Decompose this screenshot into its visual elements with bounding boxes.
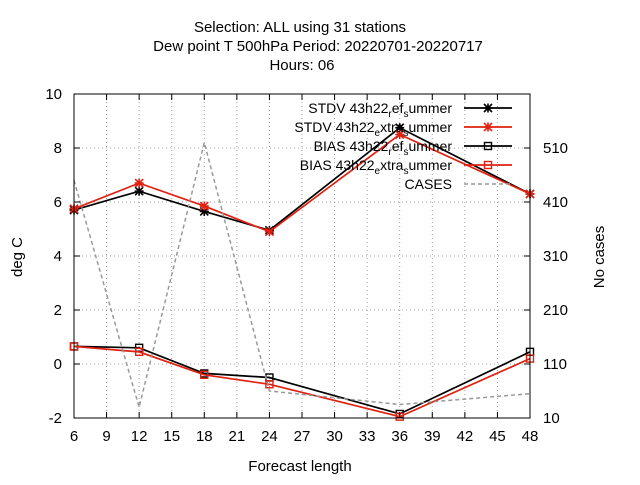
data-point-marker [199, 201, 209, 211]
legend-label: BIAS 43h22extrasummer [300, 157, 453, 177]
legend-label-main: ummer [408, 100, 452, 116]
legend-label: BIAS 43h22refsummer [314, 138, 453, 158]
x-tick-label: 15 [163, 428, 180, 445]
data-point-marker [483, 141, 493, 151]
legend-label: CASES [405, 176, 452, 192]
series-line-1 [73, 133, 531, 233]
data-point-marker [134, 347, 144, 357]
x-tick-label: 33 [359, 428, 376, 445]
legend-label-sub: e [375, 166, 381, 177]
legend-label-main: xtra [380, 157, 404, 173]
y2-tick-label: 310 [543, 248, 568, 265]
y2-tick-label: 10 [543, 410, 560, 427]
series-line-3 [73, 345, 531, 418]
legend-label-main: BIAS 43h22 [300, 157, 375, 173]
legend-label-sub: e [375, 128, 381, 139]
data-point-marker [395, 123, 405, 133]
legend-label-sub: s [403, 147, 408, 158]
series-line-0 [73, 126, 531, 232]
x-tick-label: 42 [457, 428, 474, 445]
legend-label-main: ef [392, 138, 404, 154]
y-tick-label: 0 [54, 356, 62, 373]
series-line-4 [73, 142, 531, 411]
legend-label: STDV 43h22extrasummer [294, 119, 452, 139]
x-tick-label: 30 [326, 428, 343, 445]
series-line-2 [73, 345, 531, 415]
y2-axis-label: No cases [591, 226, 608, 289]
data-point-marker [483, 103, 493, 113]
legend-label-sub: r [388, 147, 392, 158]
y-tick-label: 10 [45, 86, 62, 103]
x-tick-label: 45 [489, 428, 506, 445]
legend-label-main: STDV 43h22 [308, 100, 388, 116]
legend-label-main: ummer [408, 119, 452, 135]
legend-label: STDV 43h22refsummer [308, 100, 452, 120]
chart-title-line-2: Dew point T 500hPa Period: 20220701-2022… [153, 38, 483, 55]
data-point-marker [134, 186, 144, 196]
chart-title-line-3: Hours: 06 [269, 57, 334, 74]
x-axis-label: Forecast length [248, 458, 351, 475]
legend-entry: CASES [405, 176, 512, 192]
y-axis-label: deg C [9, 237, 26, 277]
axis-ticks: 6 9 12 15 18 21 24 27 30 33 36 39 42 45 48-20246810101… [45, 86, 568, 445]
legend-label-main: ummer [408, 138, 452, 154]
x-tick-label: 18 [196, 428, 213, 445]
y2-tick-label: 410 [543, 194, 568, 211]
legend-label-sub: s [403, 128, 408, 139]
y2-tick-label: 110 [543, 356, 567, 373]
legend-label-main: xtra [380, 119, 404, 135]
data-point-marker [395, 129, 405, 140]
legend-label-sub: s [403, 109, 408, 120]
chart-title-line-1: Selection: ALL using 31 stations [194, 19, 406, 36]
data-point-marker [199, 206, 209, 217]
legend-entry: BIAS 43h22refsummer [314, 138, 512, 158]
grid [74, 94, 530, 418]
y-tick-label: 8 [54, 140, 62, 157]
x-tick-label: 21 [229, 428, 246, 445]
x-tick-label: 48 [522, 428, 539, 445]
x-tick-label: 9 [102, 428, 110, 445]
legend-label-main: ef [392, 100, 404, 116]
data-point-marker [264, 227, 274, 237]
y-tick-label: -2 [49, 410, 62, 427]
legend-label-main: STDV 43h22 [294, 119, 374, 135]
y2-tick-label: 510 [543, 140, 568, 157]
legend-entry: STDV 43h22extrasummer [294, 119, 512, 139]
legend-label-sub: r [388, 109, 392, 120]
x-tick-label: 6 [70, 428, 78, 445]
x-tick-label: 24 [261, 428, 278, 445]
y-tick-label: 4 [54, 248, 62, 265]
legend-label-sub: s [403, 166, 408, 177]
data-point-marker [483, 160, 493, 170]
x-tick-label: 12 [131, 428, 148, 445]
y-tick-label: 2 [54, 302, 62, 319]
legend-label-main: ummer [408, 157, 452, 173]
legend-label-main: BIAS 43h22 [314, 138, 389, 154]
x-tick-label: 27 [294, 428, 311, 445]
x-tick-label: 39 [424, 428, 441, 445]
x-tick-label: 36 [391, 428, 408, 445]
legend-entry: STDV 43h22refsummer [308, 100, 512, 120]
y-tick-label: 6 [54, 194, 62, 211]
data-point-marker [483, 122, 493, 132]
data-point-marker [265, 380, 274, 389]
data-point-marker [134, 178, 144, 188]
data-point-marker [200, 370, 209, 379]
y2-tick-label: 210 [543, 302, 568, 319]
legend-entry: BIAS 43h22extrasummer [300, 157, 512, 177]
